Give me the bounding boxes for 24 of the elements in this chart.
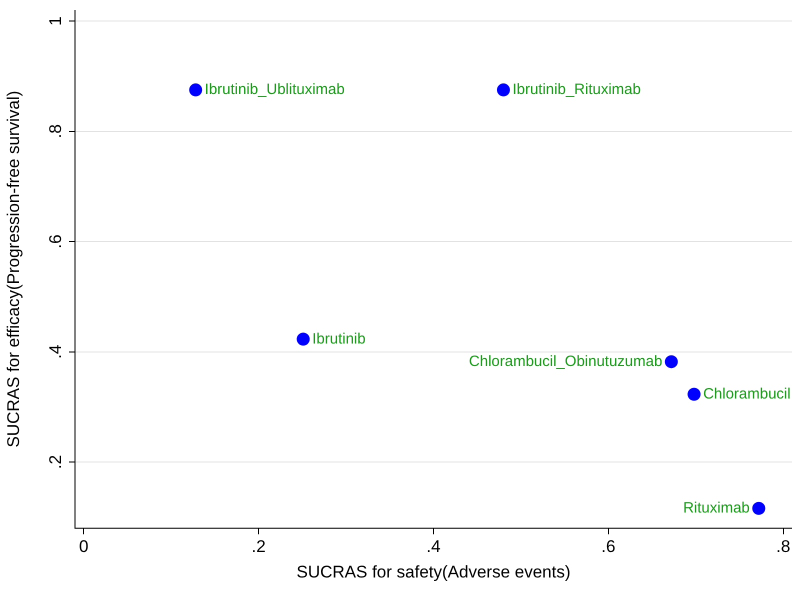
x-tick-label: .8 — [776, 537, 790, 556]
y-tick-label: .8 — [46, 124, 66, 138]
annotation: Chlorambucil — [703, 385, 791, 402]
point — [664, 355, 678, 368]
x-tick-label: .4 — [426, 537, 441, 556]
x-tick-label: .6 — [601, 537, 616, 556]
annotation: Ibrutinib_Rituximab — [512, 81, 641, 98]
point — [688, 388, 701, 401]
point — [296, 332, 310, 346]
y-tick-label: 1 — [46, 16, 66, 26]
x-axis-title: SUCRAS for safety(Adverse events) — [296, 562, 570, 582]
y-tick-label: .2 — [46, 454, 66, 470]
point — [189, 83, 202, 96]
point — [752, 502, 766, 515]
y-tick-label: .4 — [46, 344, 66, 359]
annotation: Ibrutinib_Ublituximab — [204, 81, 345, 98]
x-tick-label: .2 — [252, 537, 266, 556]
y-tick-label: .6 — [46, 234, 66, 249]
x-tick-label: 0 — [79, 537, 88, 556]
y-axis-title: SUCRAS for efficacy(Progression-free survival) — [4, 90, 23, 448]
point — [496, 83, 510, 96]
annotation: Ibrutinib — [312, 330, 366, 348]
annotation: Rituximab — [683, 499, 750, 516]
annotation: Chlorambucil_Obinutuzumab — [468, 352, 662, 370]
